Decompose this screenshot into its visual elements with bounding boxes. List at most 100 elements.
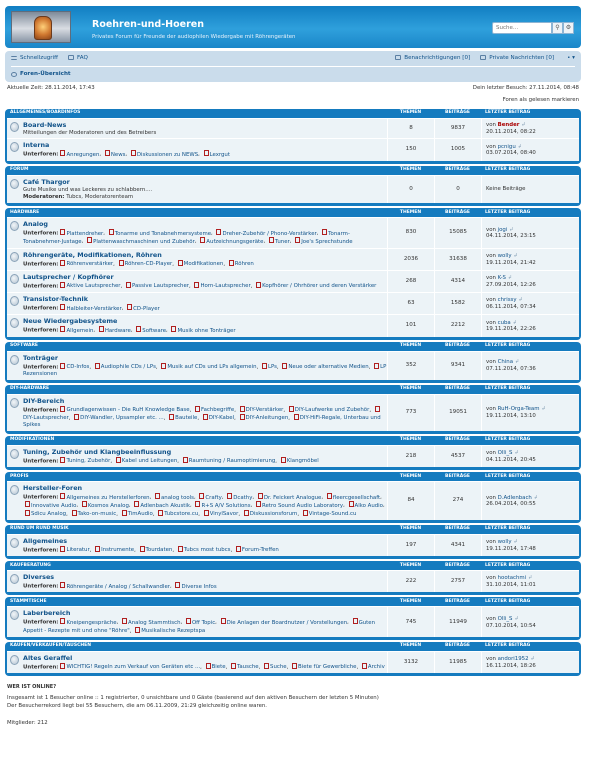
subforum-link[interactable]: Kneipengespräche bbox=[58, 620, 116, 626]
category-name[interactable]: SOFTWARE bbox=[10, 343, 38, 349]
category-name[interactable]: RUND UM RUND MUSIK bbox=[10, 526, 69, 532]
subforum-link[interactable]: Dr. Feickert Analogue bbox=[256, 495, 322, 501]
subforum-link[interactable]: Tako-on-music bbox=[70, 511, 117, 517]
forum-title[interactable]: Tuning, Zubehör und Klangbeeinflussung bbox=[23, 447, 172, 456]
forum-title[interactable]: Röhrengeräte, Modifikationen, Röhren bbox=[23, 250, 162, 259]
subforum-link[interactable]: Bauteile bbox=[167, 415, 197, 421]
subforum-link[interactable]: Dcathy bbox=[225, 495, 252, 501]
last-post-author[interactable]: hootachmi bbox=[497, 575, 527, 582]
subforum-link[interactable]: Plattenwaschmaschinen und Zubehör bbox=[85, 239, 195, 245]
subforum-link[interactable]: TimAudio bbox=[120, 511, 153, 517]
gear-icon[interactable]: ⚙ bbox=[563, 22, 574, 34]
last-post-author[interactable]: andori1952 bbox=[497, 656, 529, 663]
category-name[interactable]: ALLGEMEINES/BOARDINFOS bbox=[10, 110, 81, 116]
last-post-author[interactable]: cuba bbox=[497, 319, 511, 326]
subforum-link[interactable]: DIY-Laufwerke und Zubehör bbox=[287, 407, 370, 413]
subforum-link[interactable]: Allgemein bbox=[58, 328, 93, 334]
private-messages-link[interactable]: Private Nachrichten [0] bbox=[480, 55, 554, 62]
moderators[interactable]: Tubcs, Moderatorenteam bbox=[66, 194, 134, 201]
forum-title[interactable]: Lautsprecher / Kopfhörer bbox=[23, 272, 114, 281]
subforum-link[interactable]: CD-Player bbox=[125, 306, 160, 312]
subforum-link[interactable]: Tubcs most tubcs bbox=[176, 547, 231, 553]
category-name[interactable]: STAMMTISCHE bbox=[10, 598, 47, 604]
subforum-link[interactable]: Tonarme und Tonabnehmersysteme bbox=[107, 231, 211, 237]
mark-read-link[interactable]: Foren als gelesen markieren bbox=[502, 96, 579, 103]
subforum-link[interactable]: News bbox=[103, 152, 126, 158]
subforum-link[interactable]: DIY-Kabel bbox=[201, 415, 234, 421]
subforum-link[interactable]: Analog Stammtisch bbox=[120, 620, 180, 626]
category-name[interactable]: KAUFEN/VERKAUFEN/TAUSCHEN bbox=[10, 643, 91, 649]
category-name[interactable]: KAUFBERATUNG bbox=[10, 562, 51, 568]
breadcrumb-index[interactable]: Foren-Übersicht bbox=[20, 71, 71, 77]
last-post-author[interactable]: chrissy bbox=[497, 297, 517, 304]
category-name[interactable]: FORUM bbox=[10, 167, 29, 173]
subforum-link[interactable]: Fachbegriffe bbox=[193, 407, 234, 413]
forum-title[interactable]: Tonträger bbox=[23, 353, 59, 362]
forum-title[interactable]: Interna bbox=[23, 141, 50, 150]
search-icon[interactable]: ⚲ bbox=[552, 22, 563, 34]
subforum-link[interactable]: WICHTIG! Regeln zum Verkauf von Geräten … bbox=[58, 664, 200, 670]
subforum-link[interactable]: Röhrengeräte / Analog / Schallwandler bbox=[58, 584, 170, 590]
subforum-link[interactable]: Allgemeines zu Herstellerforen bbox=[58, 495, 149, 501]
last-post-author[interactable]: wolly bbox=[497, 539, 512, 546]
quicklinks-link[interactable]: Schnellzugriff bbox=[11, 55, 58, 62]
subforum-link[interactable]: Modifikationen bbox=[176, 261, 224, 267]
subforum-link[interactable]: Aktive Lautsprecher bbox=[58, 283, 120, 289]
subforum-link[interactable]: Adlenbach Akustik bbox=[132, 503, 190, 509]
subforum-link[interactable]: Anregungen bbox=[58, 152, 99, 158]
subforum-link[interactable]: Aufzeichnungsgeräte bbox=[198, 239, 263, 245]
last-post-author[interactable]: D.Adlenbach bbox=[497, 494, 532, 501]
subforum-link[interactable]: Forum-Treffen bbox=[234, 547, 279, 553]
forum-title[interactable]: Laberbereich bbox=[23, 609, 71, 618]
last-post-author[interactable]: wolly bbox=[497, 252, 512, 259]
forum-title[interactable]: Hersteller-Foren bbox=[23, 484, 83, 492]
subforum-link[interactable]: Tubcstore.cu bbox=[156, 511, 198, 517]
last-post-author[interactable]: RuH-Orga-Team bbox=[497, 406, 540, 413]
forum-title[interactable]: Allgemeines bbox=[23, 536, 68, 545]
subforum-link[interactable]: Diskussionsforum bbox=[242, 511, 298, 517]
subforum-link[interactable]: Off Topic bbox=[184, 620, 215, 626]
subforum-link[interactable]: Biete bbox=[204, 664, 226, 670]
subforum-link[interactable]: Kosmos Analog bbox=[80, 503, 129, 509]
user-menu[interactable]: • ▾ bbox=[567, 55, 575, 61]
forum-title[interactable]: Neue Wiedergabesysteme bbox=[23, 317, 118, 326]
subforum-link[interactable]: Tourdaten bbox=[138, 547, 173, 553]
subforum-link[interactable]: Biete für Gewerbliche bbox=[290, 664, 356, 670]
subforum-link[interactable]: DIY-HiFi-Regale, Unterbau und Spikes bbox=[23, 415, 381, 428]
category-name[interactable]: MODIFIKATIONEN bbox=[10, 437, 55, 443]
subforum-link[interactable]: Halbleiter-Verstärker bbox=[58, 306, 121, 312]
category-name[interactable]: PROFIS bbox=[10, 473, 29, 479]
subforum-link[interactable]: LP Rezensionen bbox=[23, 364, 387, 377]
subforum-link[interactable]: fleercgesellschaft bbox=[325, 495, 380, 501]
subforum-link[interactable]: LPs bbox=[260, 364, 277, 370]
last-post-author[interactable]: Bender bbox=[497, 122, 520, 129]
forum-title[interactable]: Diverses bbox=[23, 573, 55, 581]
subforum-link[interactable]: Tuner bbox=[267, 239, 290, 245]
subforum-link[interactable]: Dreher-Zubehör / Phono-Verstärker bbox=[214, 231, 316, 237]
forum-title[interactable]: Board-News bbox=[23, 120, 67, 129]
forum-title[interactable]: DIY-Bereich bbox=[23, 396, 65, 405]
subforum-link[interactable]: Guten Appetit - Rezepte mit und ohne "Rö… bbox=[23, 619, 376, 634]
subforum-link[interactable]: Lexrgut bbox=[202, 152, 230, 158]
last-post-author[interactable]: pcnigu bbox=[497, 143, 516, 150]
subforum-link[interactable]: Joe's Sprechstunde bbox=[293, 239, 352, 245]
subforum-link[interactable]: Instrumente bbox=[93, 547, 134, 553]
subforum-link[interactable]: DIY-Verstärker bbox=[238, 407, 284, 413]
subforum-link[interactable]: Horn-Lautsprecher bbox=[192, 283, 250, 289]
forum-title[interactable]: Transistor-Technik bbox=[23, 295, 88, 303]
subforum-link[interactable]: Plattendreher bbox=[58, 231, 103, 237]
forum-title[interactable]: Analog bbox=[23, 220, 48, 228]
subforum-link[interactable]: Röhren bbox=[227, 261, 254, 267]
subforum-link[interactable]: Tonarm- Tonabnehmer-Justage bbox=[23, 230, 350, 245]
subforum-link[interactable]: DIY-Anleitungen bbox=[238, 415, 289, 421]
subforum-link[interactable]: Audiophile CDs / LPs bbox=[93, 364, 156, 370]
subforum-link[interactable]: Passive Lautsprecher bbox=[124, 283, 189, 289]
subforum-link[interactable]: CD-Infos bbox=[58, 364, 89, 370]
subforum-link[interactable]: Klangmöbel bbox=[279, 458, 319, 464]
notifications-link[interactable]: Benachrichtigungen [0] bbox=[395, 55, 470, 62]
last-post-author[interactable]: China bbox=[497, 359, 514, 366]
subforum-link[interactable]: Kopfhörer / Ohrhörer und deren Verstärke… bbox=[254, 283, 376, 289]
subforum-link[interactable]: Archiv bbox=[360, 664, 385, 670]
subforum-link[interactable]: DIY-Lautsprecher bbox=[23, 407, 381, 421]
search-input[interactable] bbox=[492, 22, 552, 34]
